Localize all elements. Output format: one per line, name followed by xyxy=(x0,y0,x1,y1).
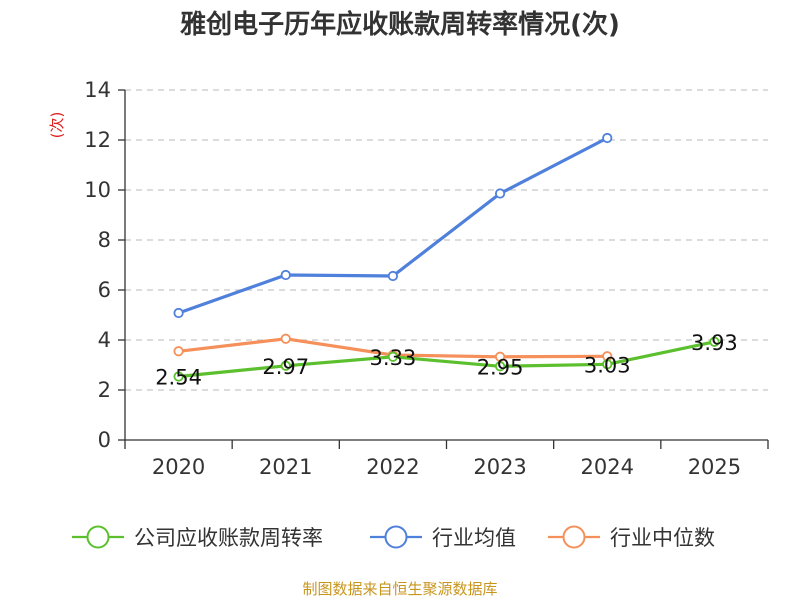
y-axis-label: (次) xyxy=(48,112,66,139)
series-2-point-2023 xyxy=(494,361,506,372)
y-tick-label-14: 14 xyxy=(84,78,111,102)
series-2-point-2024 xyxy=(602,359,613,370)
x-tick-label-2024: 2024 xyxy=(581,455,634,479)
x-tick-label-2022: 2022 xyxy=(366,455,419,479)
x-tick-label-2023: 2023 xyxy=(473,455,526,479)
series-line-2 xyxy=(177,340,716,379)
y-tick-label-6: 6 xyxy=(98,278,111,302)
x-tick-label-2025: 2025 xyxy=(688,455,741,479)
series-1-point-2022 xyxy=(387,270,399,282)
legend-label-0: 公司应收账款周转率 xyxy=(134,526,323,550)
legend-label-1: 行业均值 xyxy=(432,526,516,550)
series-0-point-2023 xyxy=(494,351,506,362)
data-label-2025: 3.93 xyxy=(691,331,738,355)
series-2-point-2025 xyxy=(709,336,720,347)
x-tick-label-2021: 2021 xyxy=(259,455,312,479)
series-0-point-2021 xyxy=(280,333,291,344)
data-label-2021: 2.97 xyxy=(262,355,309,379)
series-1-point-2024 xyxy=(602,132,613,144)
series-2-point-2022 xyxy=(387,351,399,362)
legend-label-2: 行业中位数 xyxy=(610,526,715,550)
data-label-2020: 2.54 xyxy=(155,366,202,390)
axes: 0 2 4 6 8 10 12 14 2020 2021 2022 2023 2024 2025 xyxy=(84,78,769,479)
series-2-point-2020 xyxy=(173,371,184,382)
series-1-point-2020 xyxy=(173,307,184,319)
chart-title: 雅创电子历年应收账款周转率情况(次) xyxy=(180,9,620,40)
y-tick-label-0: 0 xyxy=(98,428,111,452)
series-1-point-2021 xyxy=(280,269,291,281)
y-tick-label-10: 10 xyxy=(84,178,111,202)
gridlines xyxy=(125,89,768,391)
y-tick-label-4: 4 xyxy=(98,328,111,352)
data-label-2022: 3.33 xyxy=(370,346,417,370)
series-1-point-2023 xyxy=(494,188,506,199)
y-tick-label-8: 8 xyxy=(98,228,111,252)
series-2-point-2021 xyxy=(280,360,291,371)
data-labels: 2.54 2.97 3.33 2.95 3.03 3.93 xyxy=(155,331,738,390)
x-tick-label-2020: 2020 xyxy=(152,455,205,479)
legend-marker-1 xyxy=(384,525,408,549)
y-tick-label-12: 12 xyxy=(84,128,111,152)
legend[interactable]: 公司应收账款周转率 行业均值 行业中位数 xyxy=(72,525,715,550)
series-0-point-2020 xyxy=(173,346,184,357)
series xyxy=(173,132,720,382)
data-label-2023: 2.95 xyxy=(477,355,524,379)
legend-marker-0 xyxy=(86,525,110,549)
series-line-1 xyxy=(177,136,609,315)
data-label-2024: 3.03 xyxy=(584,353,631,377)
source-note: 制图数据来自恒生聚源数据库 xyxy=(302,580,497,598)
y-tick-label-2: 2 xyxy=(98,378,111,402)
legend-marker-2 xyxy=(562,525,586,549)
